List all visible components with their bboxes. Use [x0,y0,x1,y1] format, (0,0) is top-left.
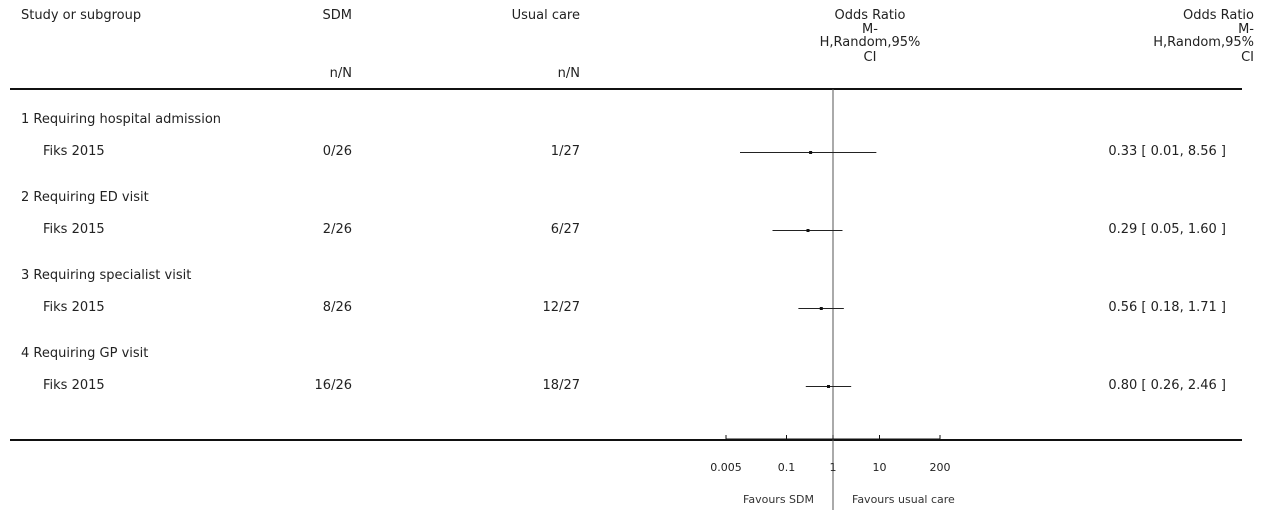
usual-care-events: 12/27 [542,300,580,315]
ci-header-method-1: M- [1238,22,1254,37]
study-name: Fiks 2015 [43,378,105,393]
favours-right-label: Favours usual care [852,493,955,506]
usual-care-events: 1/27 [550,144,580,159]
plot-header-title: Odds Ratio [834,8,906,23]
column-header-usual-nn: n/N [557,66,580,81]
usual-care-events: 18/27 [542,378,580,393]
x-tick-label: 0.005 [710,461,742,474]
column-header-sdm: SDM [322,8,352,23]
sdm-events: 16/26 [314,378,352,393]
usual-care-events: 6/27 [550,222,580,237]
point-estimate [826,385,830,388]
sdm-events: 8/26 [322,300,352,315]
bottom-rule [10,439,1242,441]
subgroup-label: 2 Requiring ED visit [21,190,149,205]
plot-header-method-1: M- [862,22,878,37]
header-rule [10,88,1242,90]
sdm-events: 2/26 [322,222,352,237]
plot-header-method-3: CI [863,50,877,65]
point-estimate [809,151,813,154]
point-estimate [806,229,810,232]
x-tick-label: 0.1 [777,461,796,474]
ci-header-method-2: H,Random,95% [1153,35,1254,50]
ci-header-title: Odds Ratio [1182,8,1254,23]
column-header-sdm-nn: n/N [329,66,352,81]
favours-left-label: Favours SDM [743,493,814,506]
column-header-usual-care: Usual care [511,8,580,23]
subgroup-label: 4 Requiring GP visit [21,346,149,361]
x-tick-label: 10 [872,461,887,474]
x-tick-label: 1 [829,461,837,474]
effect-ci-text: 0.29 [ 0.05, 1.60 ] [1108,222,1226,237]
sdm-events: 0/26 [322,144,352,159]
study-name: Fiks 2015 [43,222,105,237]
effect-ci-text: 0.56 [ 0.18, 1.71 ] [1108,300,1226,315]
column-header-study: Study or subgroup [21,8,142,23]
study-name: Fiks 2015 [43,300,105,315]
subgroup-label: 3 Requiring specialist visit [21,268,192,283]
ci-header-method-3: CI [1241,50,1254,65]
subgroup-label: 1 Requiring hospital admission [21,112,222,127]
x-tick-label: 200 [929,461,951,474]
plot-header-method-2: H,Random,95% [819,35,921,50]
effect-ci-text: 0.80 [ 0.26, 2.46 ] [1108,378,1226,393]
point-estimate [819,307,823,310]
effect-ci-text: 0.33 [ 0.01, 8.56 ] [1108,144,1226,159]
study-name: Fiks 2015 [43,144,105,159]
